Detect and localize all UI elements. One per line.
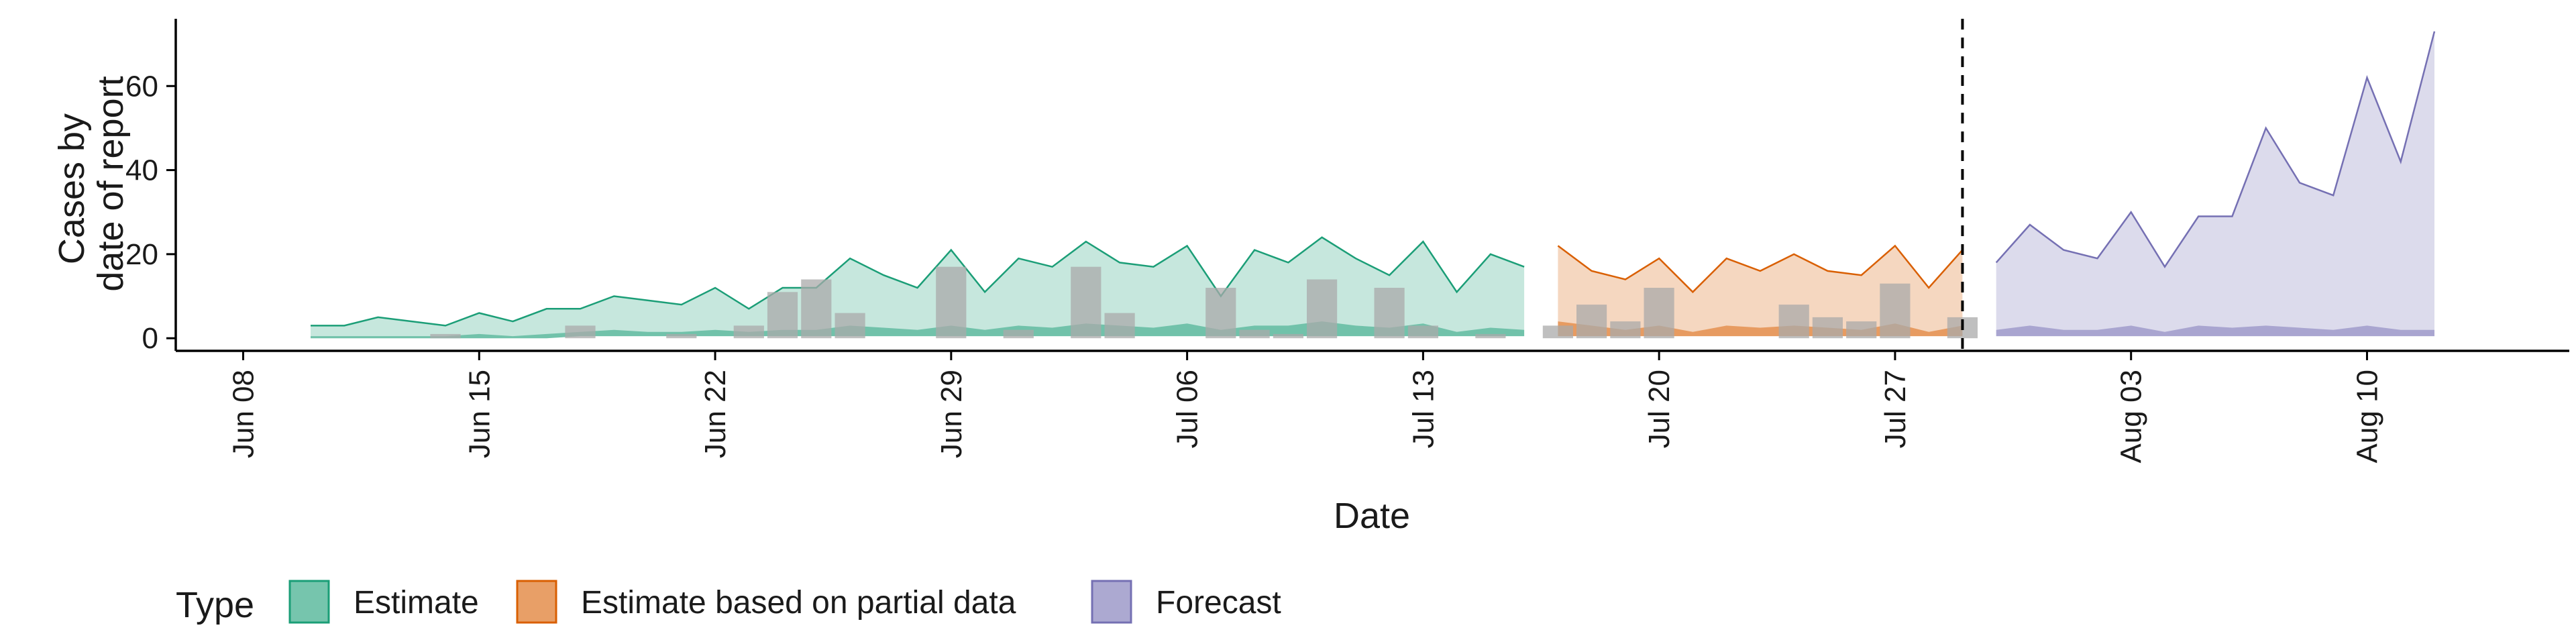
legend-swatch-estimate	[288, 580, 330, 624]
case-bar	[1880, 283, 1911, 339]
x-tick-label: Jun 15	[463, 370, 496, 458]
case-bar	[1576, 305, 1607, 339]
x-axis-title: Date	[1334, 496, 1410, 536]
partial-upper-line	[1557, 244, 1964, 294]
case-bar	[1307, 279, 1338, 339]
case-bar	[835, 313, 865, 339]
case-bar	[1778, 305, 1809, 339]
x-tick-label: Jun 29	[935, 370, 968, 458]
case-bar	[1003, 329, 1034, 339]
y-tick-label: 60	[125, 70, 158, 103]
case-bar	[936, 266, 967, 339]
y-axis-title: Cases by date of report	[52, 76, 131, 291]
legend-label-partial: Estimate based on partial data	[581, 585, 1016, 621]
x-tick-label: Jul 27	[1879, 370, 1912, 448]
case-bar	[1812, 317, 1843, 339]
forecast-upper-line	[1995, 31, 2436, 269]
case-bar	[430, 333, 461, 339]
x-tick-label: Jul 20	[1643, 370, 1676, 448]
case-bar	[1239, 329, 1270, 339]
case-bar	[565, 325, 596, 339]
case-bar	[1104, 313, 1135, 339]
x-tick-label: Jul 06	[1171, 370, 1204, 448]
case-bar	[1407, 325, 1438, 339]
forecast-inner-band	[1996, 325, 2434, 337]
case-bar	[733, 325, 764, 339]
y-tick-label: 20	[125, 238, 158, 271]
y-tick-label: 40	[125, 154, 158, 187]
series-layer	[311, 31, 2436, 339]
y-tick-labels: 0 20 40 60	[125, 70, 158, 355]
x-tick-label: Jul 13	[1407, 370, 1440, 448]
case-bar	[666, 333, 697, 339]
case-bar	[1610, 321, 1641, 339]
legend-swatch-forecast	[1091, 580, 1132, 624]
case-bar	[801, 279, 832, 339]
case-bar	[1374, 288, 1405, 339]
x-tick-label: Jun 08	[227, 370, 260, 458]
legend-swatch-partial	[516, 580, 557, 624]
forecast-outer-band	[1996, 31, 2434, 337]
case-bar	[1644, 288, 1674, 339]
case-bar	[1205, 288, 1236, 339]
estimate-upper-line	[311, 236, 1525, 327]
x-tick-label: Jun 22	[699, 370, 732, 458]
y-tick-label: 0	[142, 322, 158, 355]
case-bar	[1273, 333, 1303, 339]
x-tick-labels: Jun 08 Jun 15 Jun 22 Jun 29 Jul 06 Jul 13 Jul …	[227, 370, 2384, 463]
legend: Type Estimate Estimate based on partial …	[176, 580, 1281, 625]
case-bar	[767, 292, 798, 339]
axes-layer	[166, 19, 2569, 360]
bars-layer	[430, 266, 1978, 339]
legend-label-estimate: Estimate	[354, 585, 479, 621]
y-axis-title-line-1: Cases by	[52, 113, 92, 264]
x-tick-label: Aug 03	[2115, 370, 2148, 463]
legend-title: Type	[176, 585, 254, 625]
y-axis-title-line-2: date of report	[91, 76, 131, 291]
case-bar	[1846, 321, 1877, 339]
case-bar	[1475, 333, 1506, 339]
case-bar	[1071, 266, 1102, 339]
case-bar	[1542, 325, 1573, 339]
legend-label-forecast: Forecast	[1156, 585, 1281, 621]
x-tick-label: Aug 10	[2351, 370, 2384, 463]
